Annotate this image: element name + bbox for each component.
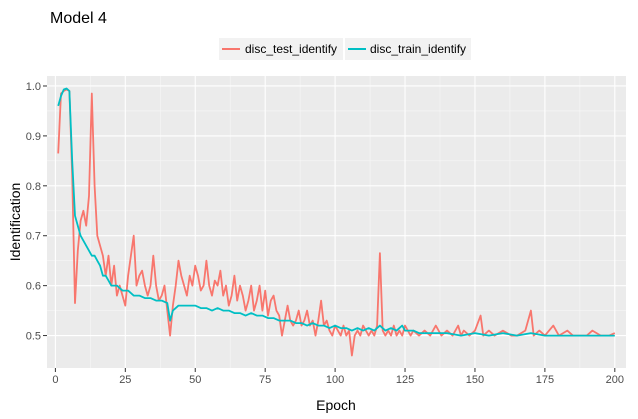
y-axis-ticks: 0.5 0.6 0.7 0.8 0.9 1.0 — [26, 81, 47, 343]
y-tick-label: 0.9 — [26, 131, 41, 143]
grid-minor — [47, 76, 626, 368]
x-tick-label: 0 — [52, 374, 58, 386]
y-tick-label: 0.8 — [26, 181, 41, 193]
legend-label-test: disc_test_identify — [245, 42, 337, 56]
series-lines — [57, 87, 616, 357]
series-line-disc_train_identify — [57, 87, 615, 337]
y-tick-label: 0.7 — [26, 231, 41, 243]
legend: disc_test_identify disc_train_identify — [219, 38, 471, 60]
x-tick-label: 200 — [606, 374, 624, 386]
x-tick-label: 50 — [189, 374, 201, 386]
x-tick-label: 25 — [119, 374, 131, 386]
chart-title: Model 4 — [50, 10, 107, 27]
y-axis-title: Identification — [7, 183, 23, 262]
x-tick-label: 100 — [326, 374, 344, 386]
x-tick-label: 150 — [466, 374, 484, 386]
legend-key-bg-train — [345, 38, 471, 60]
legend-label-train: disc_train_identify — [370, 42, 466, 56]
x-tick-label: 125 — [396, 374, 414, 386]
legend-key-bg-test — [219, 38, 343, 60]
x-axis-title: Epoch — [316, 397, 356, 413]
plot-panel — [47, 76, 626, 368]
x-tick-label: 175 — [536, 374, 554, 386]
x-axis-ticks: 0 25 50 75 100 125 150 175 200 — [52, 368, 624, 386]
x-tick-label: 75 — [259, 374, 271, 386]
y-tick-label: 1.0 — [26, 81, 41, 93]
y-tick-label: 0.5 — [26, 331, 41, 343]
y-tick-label: 0.6 — [26, 281, 41, 293]
grid-major — [47, 76, 626, 368]
